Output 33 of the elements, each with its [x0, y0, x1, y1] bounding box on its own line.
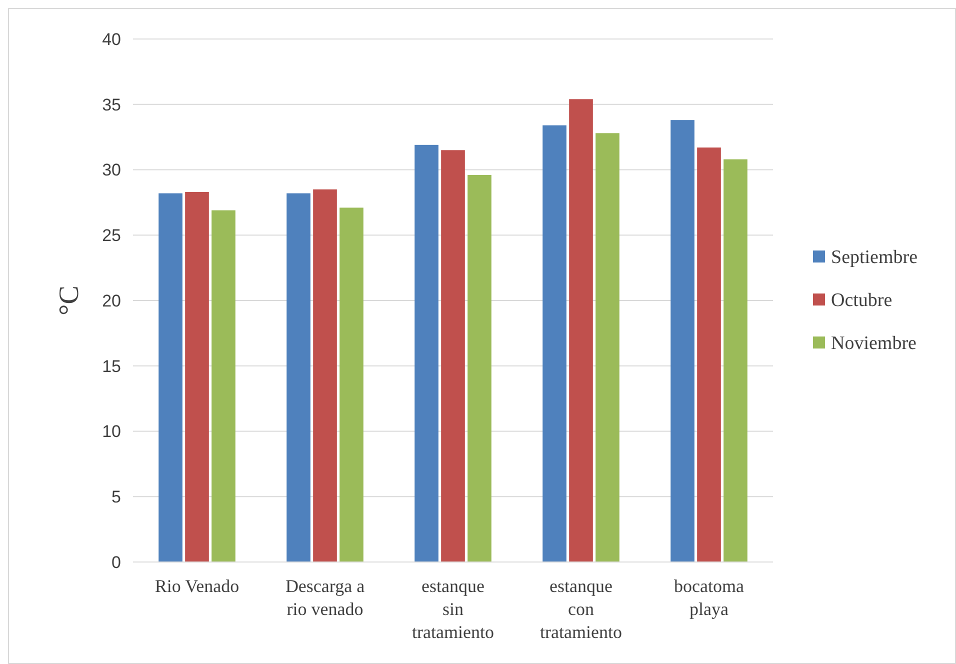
- bar: [542, 125, 566, 562]
- bar: [414, 144, 438, 562]
- legend-label: Octubre: [831, 290, 892, 312]
- bar: [569, 99, 593, 562]
- y-tick-label: 20: [102, 291, 121, 310]
- bar: [670, 120, 694, 562]
- y-tick-label: 25: [102, 226, 121, 246]
- bar: [286, 193, 310, 562]
- bar: [441, 150, 465, 562]
- x-tick-label: estanque con tratamiento: [540, 576, 622, 642]
- x-tick-label: bocatoma playa: [674, 576, 744, 619]
- y-tick-label: 15: [102, 356, 121, 376]
- bar: [724, 159, 748, 562]
- x-tick-label: estanque sin tratamiento: [412, 576, 494, 642]
- bar: [158, 193, 182, 562]
- legend-label: Septiembre: [831, 247, 918, 268]
- y-tick-label: 0: [112, 552, 121, 572]
- y-tick-label: 35: [102, 95, 121, 114]
- bar: [468, 174, 492, 562]
- bar: [313, 189, 337, 562]
- y-tick-label: 5: [112, 488, 121, 507]
- bar: [212, 210, 236, 562]
- y-tick-label: 30: [102, 160, 121, 180]
- y-tick-label: 40: [102, 30, 121, 49]
- legend-label: Noviembre: [831, 333, 916, 354]
- bar: [697, 148, 721, 562]
- x-tick-label: Rio Venado: [154, 576, 240, 596]
- y-axis-title: °C: [54, 286, 85, 316]
- bar: [340, 208, 364, 562]
- x-tick-label: Descarga a rio venado: [285, 576, 365, 619]
- bar: [596, 133, 620, 562]
- y-tick-label: 10: [102, 422, 121, 442]
- bar: [185, 192, 209, 562]
